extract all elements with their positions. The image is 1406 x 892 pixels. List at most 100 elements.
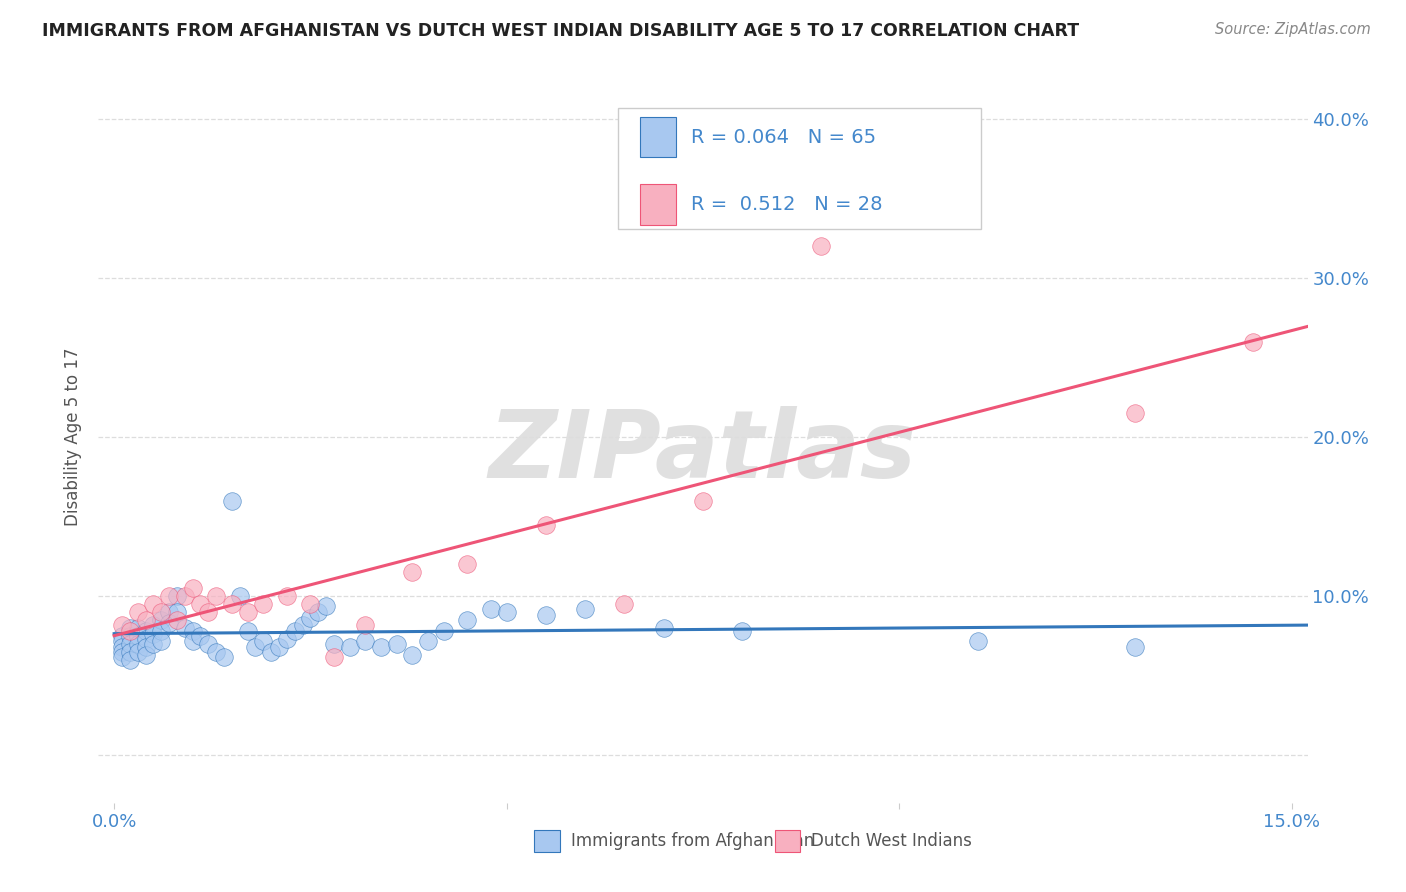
Point — [267, 640, 290, 654]
Point — [150, 624, 173, 638]
Point — [135, 640, 157, 654]
Point — [323, 637, 346, 651]
Point — [166, 605, 188, 619]
Point — [190, 629, 212, 643]
Point — [111, 649, 134, 664]
Point — [221, 597, 243, 611]
Point — [354, 633, 377, 648]
Point — [966, 633, 988, 648]
Point — [1123, 640, 1146, 654]
Point — [127, 605, 149, 619]
Text: Immigrants from Afghanistan: Immigrants from Afghanistan — [571, 831, 814, 850]
Point — [142, 617, 165, 632]
Point — [157, 616, 180, 631]
FancyBboxPatch shape — [619, 108, 981, 228]
Point — [307, 605, 329, 619]
Point — [534, 608, 557, 623]
Point — [127, 637, 149, 651]
Text: ZIPatlas: ZIPatlas — [489, 406, 917, 498]
Point — [118, 645, 141, 659]
Point — [135, 632, 157, 646]
Point — [731, 624, 754, 638]
Point — [236, 624, 259, 638]
Point — [127, 629, 149, 643]
Point — [370, 640, 392, 654]
Point — [142, 627, 165, 641]
Y-axis label: Disability Age 5 to 17: Disability Age 5 to 17 — [65, 348, 83, 526]
Point — [118, 621, 141, 635]
Point — [221, 493, 243, 508]
Point — [574, 602, 596, 616]
Point — [111, 640, 134, 654]
Point — [252, 633, 274, 648]
Point — [166, 589, 188, 603]
Point — [260, 645, 283, 659]
Point — [190, 597, 212, 611]
Point — [652, 621, 675, 635]
Point — [205, 589, 228, 603]
Point — [212, 649, 235, 664]
Point — [299, 611, 322, 625]
Point — [173, 589, 195, 603]
Text: Dutch West Indians: Dutch West Indians — [811, 831, 972, 850]
Point — [142, 637, 165, 651]
Point — [433, 624, 456, 638]
Point — [150, 613, 173, 627]
Point — [613, 597, 636, 611]
Point — [276, 632, 298, 646]
Point — [245, 640, 267, 654]
Point — [299, 597, 322, 611]
Point — [236, 605, 259, 619]
Point — [456, 558, 478, 572]
Point — [157, 605, 180, 619]
Point — [276, 589, 298, 603]
Point — [135, 613, 157, 627]
Point — [197, 637, 219, 651]
Point — [118, 624, 141, 638]
Point — [181, 633, 204, 648]
Text: IMMIGRANTS FROM AFGHANISTAN VS DUTCH WEST INDIAN DISABILITY AGE 5 TO 17 CORRELAT: IMMIGRANTS FROM AFGHANISTAN VS DUTCH WES… — [42, 22, 1080, 40]
Point — [181, 624, 204, 638]
Text: Source: ZipAtlas.com: Source: ZipAtlas.com — [1215, 22, 1371, 37]
FancyBboxPatch shape — [640, 117, 676, 157]
Point — [135, 648, 157, 662]
Point — [142, 597, 165, 611]
Point — [229, 589, 252, 603]
Point — [127, 645, 149, 659]
Point — [315, 599, 337, 613]
Point — [118, 637, 141, 651]
Point — [1123, 406, 1146, 420]
Point — [401, 566, 423, 580]
Point — [495, 605, 517, 619]
Point — [284, 624, 307, 638]
Point — [173, 621, 195, 635]
FancyBboxPatch shape — [640, 185, 676, 225]
Point — [135, 624, 157, 638]
Point — [401, 648, 423, 662]
Point — [339, 640, 361, 654]
Point — [118, 653, 141, 667]
Point — [692, 493, 714, 508]
Point — [291, 617, 314, 632]
Point — [111, 617, 134, 632]
Point — [385, 637, 408, 651]
Point — [354, 617, 377, 632]
Point — [197, 605, 219, 619]
Point — [252, 597, 274, 611]
Point — [111, 633, 134, 648]
Point — [1241, 334, 1264, 349]
Point — [157, 589, 180, 603]
Text: R =  0.512   N = 28: R = 0.512 N = 28 — [690, 195, 883, 214]
Point — [323, 649, 346, 664]
Point — [118, 629, 141, 643]
Point — [166, 613, 188, 627]
Point — [456, 613, 478, 627]
Point — [127, 621, 149, 635]
Point — [418, 633, 440, 648]
Point — [479, 602, 502, 616]
Point — [150, 633, 173, 648]
Point — [810, 239, 832, 253]
Point — [181, 581, 204, 595]
Point — [534, 517, 557, 532]
Text: R = 0.064   N = 65: R = 0.064 N = 65 — [690, 128, 876, 146]
